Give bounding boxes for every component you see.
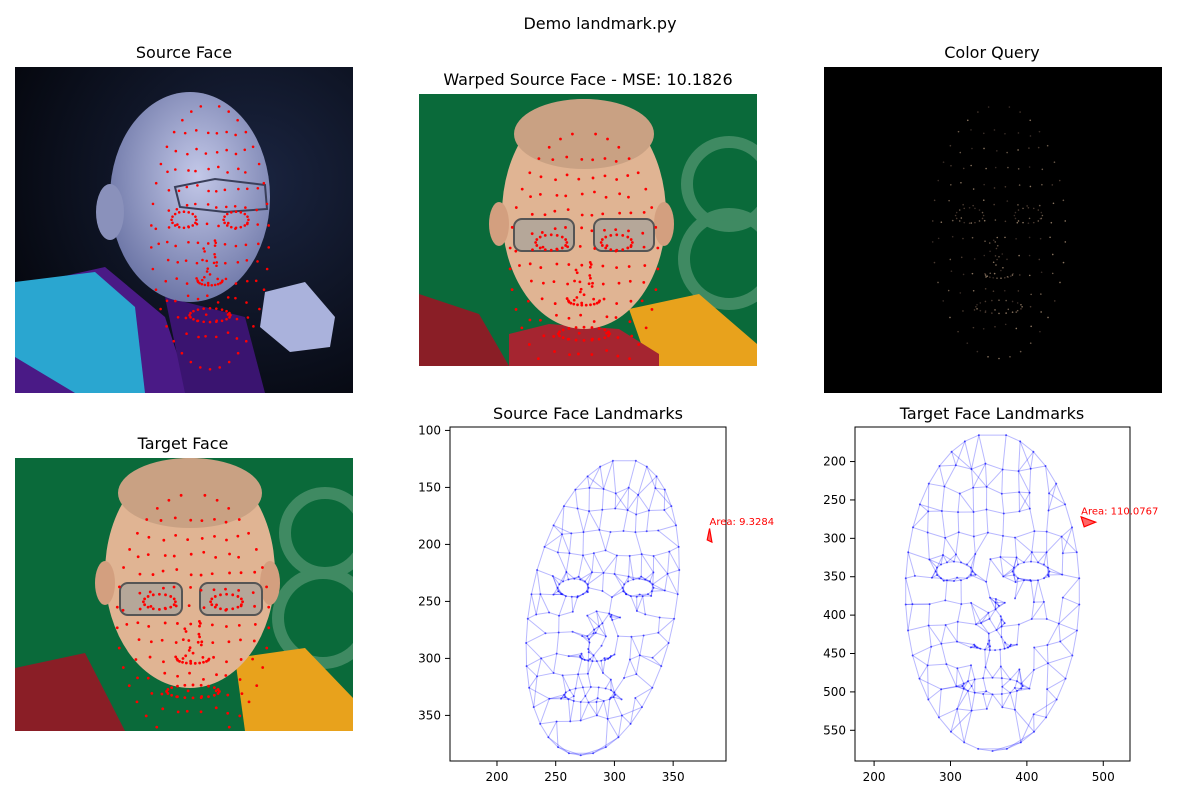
warped-landmark-dots [508, 132, 660, 361]
x-tick-label: 250 [544, 770, 567, 784]
y-tick-label: 400 [823, 608, 846, 622]
y-tick-label: 350 [823, 570, 846, 584]
highlight-triangle [706, 528, 713, 544]
x-tick-label: 200 [863, 770, 886, 784]
source-landmarks-chart: Area: 9.3284 200 250 300 350 100 150 200 250 300 3… [418, 423, 775, 784]
x-tick-label: 500 [1092, 770, 1115, 784]
y-tick-label: 100 [418, 423, 441, 437]
warped-face-image [419, 94, 757, 366]
y-tick-label: 500 [823, 685, 846, 699]
warped-face-photo [419, 94, 757, 366]
y-tick-label: 200 [418, 537, 441, 551]
x-tick-label: 400 [1015, 770, 1038, 784]
y-tick-label: 300 [418, 651, 441, 665]
target-landmark-dots [115, 493, 271, 729]
y-tick-label: 450 [823, 647, 846, 661]
x-tick-label: 350 [662, 770, 685, 784]
mesh-points [525, 459, 681, 757]
source-face-photo [15, 67, 353, 393]
plot-frame [449, 426, 727, 762]
y-tick-label: 150 [418, 480, 441, 494]
highlight-triangle [1080, 515, 1098, 528]
area-annotation: Area: 110.0767 [1081, 507, 1158, 518]
source-face-image [15, 67, 353, 393]
color-query-title: Color Query [944, 43, 1040, 62]
plot-frame [854, 426, 1131, 762]
x-tick-label: 300 [939, 770, 962, 784]
y-tick-label: 250 [418, 594, 441, 608]
warped-face-title: Warped Source Face - MSE: 10.1826 [443, 70, 733, 89]
mesh-points [904, 434, 1081, 753]
target-face-title: Target Face [137, 434, 229, 453]
figure-suptitle: Demo landmark.py [523, 14, 677, 33]
y-tick-label: 550 [823, 723, 846, 737]
y-tick-label: 250 [823, 493, 846, 507]
color-query-points [824, 67, 1162, 393]
x-tick-label: 300 [603, 770, 626, 784]
area-annotation: Area: 9.3284 [710, 517, 775, 528]
x-tick-label: 200 [486, 770, 509, 784]
target-landmarks-title: Target Face Landmarks [899, 404, 1085, 423]
target-face-image [15, 458, 353, 731]
target-face-photo [15, 458, 353, 731]
color-query-image [824, 67, 1162, 393]
y-tick-label: 200 [823, 455, 846, 469]
source-landmark-dots [149, 105, 271, 371]
y-tick-label: 300 [823, 531, 846, 545]
target-landmarks-chart: Area: 110.0767 200 300 400 500 200 250 300 350 40… [823, 426, 1158, 784]
source-landmarks-title: Source Face Landmarks [493, 404, 683, 423]
source-face-title: Source Face [135, 43, 233, 62]
mesh-lines [905, 434, 1080, 752]
y-tick-label: 350 [418, 708, 441, 722]
